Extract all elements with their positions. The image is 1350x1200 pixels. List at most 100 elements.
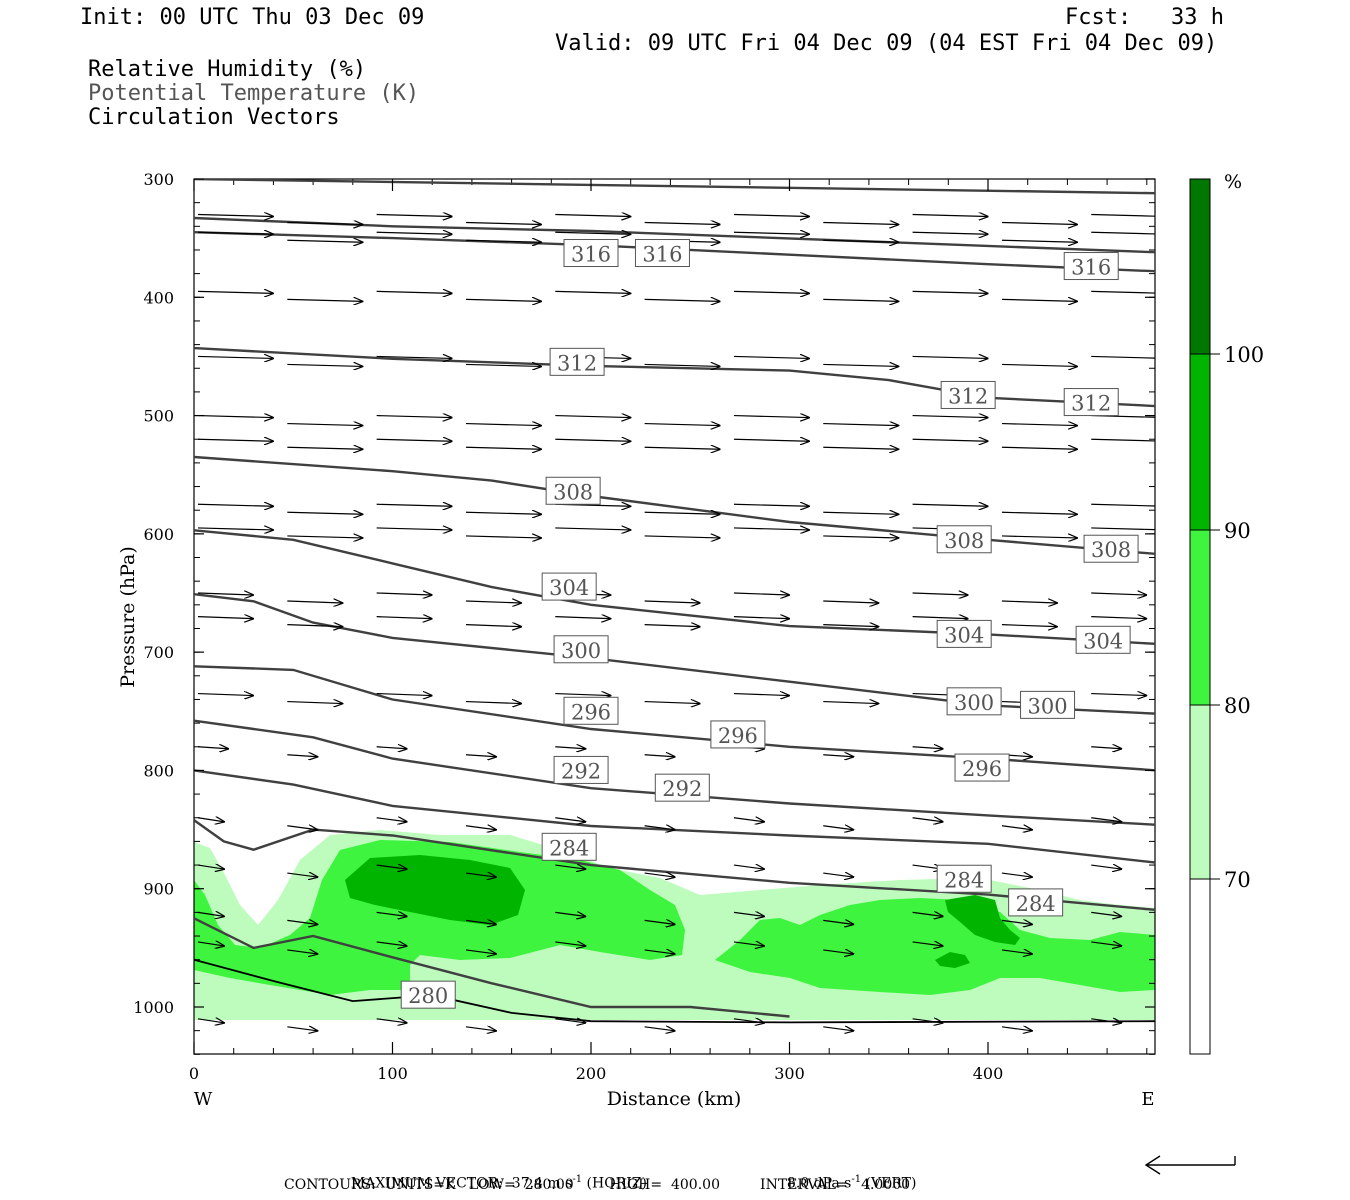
contour-label-box (936, 525, 992, 554)
forecast-hour: Fcst: 33 h (1065, 5, 1224, 30)
contour-label-box (654, 773, 710, 802)
x-tick-label: 100 (377, 1064, 408, 1083)
wind-vector (555, 818, 585, 822)
wind-vector (197, 439, 273, 441)
wind-vector (912, 504, 988, 506)
contour-labels: 316 316 316 312 312 312 308 308 308 304 304 304 300 3… (400, 239, 1139, 1009)
contour-label: 312 (1071, 392, 1111, 416)
wind-vector (197, 617, 253, 619)
horiz-suffix: (HORIZ) (582, 1175, 647, 1192)
wind-vector (1001, 222, 1077, 224)
wind-vector (287, 512, 362, 514)
wind-vector (1091, 593, 1146, 595)
wind-vector (287, 222, 362, 224)
x-tick-label: 0 (189, 1064, 199, 1083)
contour-label-box (545, 476, 601, 505)
wind-vector (823, 364, 898, 366)
wind-vector (197, 1019, 224, 1023)
wind-vector (823, 240, 898, 242)
contour-label-box (710, 720, 766, 749)
wind-vector (912, 747, 943, 749)
wind-vector (823, 424, 898, 426)
wind-vector (555, 747, 585, 749)
wind-vector (644, 601, 700, 603)
wind-vector (912, 439, 988, 441)
contour-label-box (936, 864, 992, 893)
y-tick-label: 500 (143, 407, 174, 426)
wind-vector (376, 416, 452, 418)
wind-vector (465, 424, 541, 426)
contour-label: 304 (549, 576, 589, 600)
wind-vector (644, 424, 720, 426)
wind-vector (197, 356, 273, 358)
wind-vector (465, 826, 496, 830)
contour-label: 296 (718, 724, 758, 748)
wind-vector (1001, 601, 1057, 603)
init-time: Init: 00 UTC Thu 03 Dec 09 (80, 5, 425, 30)
wind-vector (287, 920, 317, 924)
wind-vector (912, 1019, 943, 1023)
contour-label-box (541, 572, 597, 601)
wind-vector (912, 214, 988, 216)
wind-vector (733, 356, 809, 358)
wind-vector (1001, 625, 1057, 627)
contour-label: 316 (1071, 256, 1111, 280)
wind-vector (376, 593, 432, 595)
wind-vector (823, 536, 898, 538)
wind-vector (644, 512, 720, 514)
contour-label: 292 (662, 777, 702, 801)
contour-label-box (946, 687, 1002, 716)
wind-vector (1001, 364, 1077, 366)
wind-vector (287, 873, 317, 877)
wind-vector (376, 504, 452, 506)
colorbar-segment (1189, 353, 1211, 531)
wind-vector (287, 625, 342, 627)
contour-label: 304 (1083, 629, 1123, 653)
wind-vector (823, 601, 878, 603)
wind-vector (376, 291, 452, 293)
theta-contour-284 (194, 819, 1155, 912)
wind-vector (1091, 865, 1121, 869)
wind-vector (555, 528, 630, 530)
wind-vector (644, 826, 675, 830)
wind-vector (823, 299, 898, 301)
wind-vector (1091, 231, 1155, 235)
wind-vector (287, 536, 362, 538)
theta-contour-308 (194, 455, 1155, 556)
wind-vector (733, 865, 764, 869)
wind-vector (555, 214, 630, 216)
wind-vector (1091, 818, 1121, 822)
wind-vector (287, 424, 362, 426)
wind-vector (823, 625, 878, 627)
wind-vector (555, 912, 585, 916)
x-tick-label: 200 (576, 1064, 607, 1083)
contour-label: 300 (954, 691, 994, 715)
wind-vector (197, 865, 224, 869)
wind-vector (1091, 355, 1155, 359)
wind-vector (644, 222, 720, 224)
wind-vector (823, 873, 853, 877)
wind-vector (287, 1027, 317, 1031)
wind-vector (376, 232, 452, 234)
wind-vector (465, 873, 496, 877)
contour-label: 308 (1091, 538, 1131, 562)
wind-vector (465, 222, 541, 224)
wind-vector (644, 873, 675, 877)
wind-vector (733, 232, 809, 234)
wind-vector (465, 512, 541, 514)
contours-info: CONTOURS: UNITS=K LOW= 280.00 HIGH= 400.… (284, 1177, 911, 1193)
wind-vector (823, 826, 853, 830)
theta-contour-292 (194, 719, 1155, 826)
wind-vector (644, 1027, 675, 1031)
wind-vector (287, 702, 342, 704)
field-rh: Relative Humidity (%) (88, 57, 367, 82)
wind-vector (823, 512, 898, 514)
colorbar-unit: % (1224, 171, 1242, 193)
wind-vector (465, 702, 521, 704)
contour-label: 284 (1016, 892, 1056, 916)
contour-label-box (1063, 252, 1119, 281)
max-vector-info: MAXIMUM VECTOR: 37.4 m s-1 (HORIZ) (342, 1158, 647, 1192)
valid-time: Valid: 09 UTC Fri 04 Dec 09 (04 EST Fri … (555, 31, 1218, 56)
wind-vector (644, 920, 675, 924)
contour-label: 284 (549, 836, 589, 860)
